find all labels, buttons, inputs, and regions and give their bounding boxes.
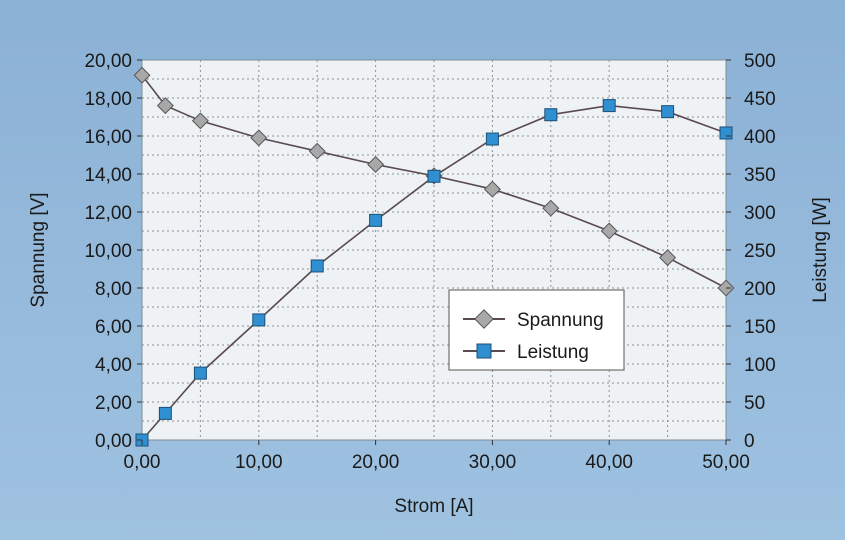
y-right-tick-label: 500 xyxy=(744,51,776,72)
legend-marker-leistung xyxy=(476,343,492,359)
y-right-tick-label: 200 xyxy=(744,279,776,300)
y-right-tick-label: 150 xyxy=(744,317,776,338)
series-line-leistung xyxy=(141,104,727,441)
data-point-spannung xyxy=(600,222,618,240)
data-point-spannung xyxy=(156,97,174,115)
y-left-tick-label: 16,00 xyxy=(84,127,132,148)
gridlines xyxy=(142,60,726,440)
data-point-spannung xyxy=(367,156,385,173)
y-right-tick-label: 300 xyxy=(744,203,776,224)
y-left-tick-label: 0,00 xyxy=(95,431,132,452)
data-point-leistung xyxy=(310,259,324,273)
y-left-tick-label: 6,00 xyxy=(95,317,132,338)
y-right-tick-label: 100 xyxy=(744,355,776,376)
x-tick-label: 30,00 xyxy=(469,452,517,473)
y-left-tick-label: 10,00 xyxy=(84,241,132,262)
y-left-tick-label: 8,00 xyxy=(95,279,132,300)
data-point-spannung xyxy=(250,129,268,147)
x-tick-label: 0,00 xyxy=(124,452,161,473)
legend-marker-spannung xyxy=(474,309,494,329)
y-right-tick-label: 350 xyxy=(744,165,776,186)
y-left-tick-label: 12,00 xyxy=(84,203,132,224)
y-left-tick-label: 4,00 xyxy=(95,355,132,376)
data-point-spannung xyxy=(542,199,560,217)
data-point-leistung xyxy=(158,406,172,420)
y-left-tick-label: 20,00 xyxy=(84,51,132,72)
data-point-leistung xyxy=(485,132,499,146)
legend: Spannung Leistung xyxy=(448,289,625,371)
y-axis-right-title: Leistung [W] xyxy=(810,197,831,303)
data-point-leistung xyxy=(427,169,441,183)
y-left-tick-label: 14,00 xyxy=(84,165,132,186)
data-point-leistung xyxy=(193,366,207,380)
y-axis-left-title: Spannung [V] xyxy=(28,192,49,307)
data-point-spannung xyxy=(133,66,151,84)
data-point-spannung xyxy=(659,249,677,267)
data-point-spannung xyxy=(483,180,501,198)
x-tick-label: 50,00 xyxy=(702,452,750,473)
data-point-leistung xyxy=(369,213,383,227)
y-right-tick-label: 50 xyxy=(744,393,765,414)
data-point-leistung xyxy=(544,108,558,122)
legend-label-spannung: Spannung xyxy=(517,310,604,331)
axes: 0,00 10,00 20,00 30,00 40,00 50,00 0,00 2,00 4,0… xyxy=(84,51,775,473)
y-right-tick-label: 400 xyxy=(744,127,776,148)
x-tick-label: 10,00 xyxy=(235,452,283,473)
data-point-leistung xyxy=(661,105,675,119)
data-point-spannung xyxy=(191,112,209,130)
y-left-tick-label: 2,00 xyxy=(95,393,132,414)
data-point-spannung xyxy=(308,142,326,160)
data-point-leistung xyxy=(602,99,616,113)
legend-label-leistung: Leistung xyxy=(517,342,589,363)
x-axis-title: Strom [A] xyxy=(394,496,473,517)
x-tick-label: 40,00 xyxy=(585,452,633,473)
y-left-tick-label: 18,00 xyxy=(84,89,132,110)
y-right-tick-label: 0 xyxy=(744,431,755,452)
x-tick-label: 20,00 xyxy=(352,452,400,473)
data-point-leistung xyxy=(252,313,266,327)
y-right-tick-label: 450 xyxy=(744,89,776,110)
y-right-tick-label: 250 xyxy=(744,241,776,262)
data-point-leistung xyxy=(719,126,733,140)
